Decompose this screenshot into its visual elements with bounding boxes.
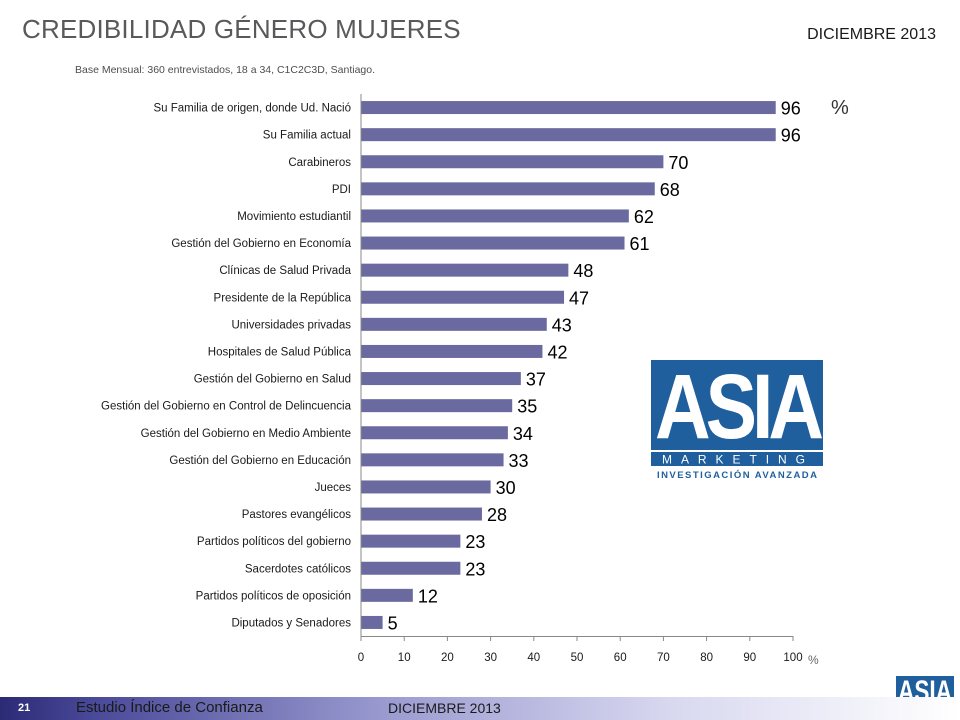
x-tick-label: 50 [571,652,584,664]
data-label: 42 [547,342,567,362]
bar [361,344,543,358]
report-date: DICIEMBRE 2013 [807,26,936,43]
bar [361,209,629,223]
data-label: 96 [781,126,801,146]
data-label: 34 [513,424,533,444]
bar [361,182,655,196]
data-label: 70 [668,153,688,173]
x-tick-label: 20 [441,652,454,664]
logo-main-text: ASIA [655,360,823,458]
category-label: Pastores evangélicos [242,509,352,521]
logo-tagline: INVESTIGACIÓN AVANZADA [657,469,817,481]
category-label: PDI [332,184,351,196]
data-label: 62 [634,207,654,227]
bar [361,507,482,521]
data-label: 5 [388,613,398,633]
asia-marketing-logo: ASIA MARKETING INVESTIGACIÓN AVANZADA [651,360,823,481]
bar [361,480,491,494]
x-tick-label: 100 [783,652,802,664]
footer-bar: 21 Estudio Índice de Confianza DICIEMBRE… [0,697,960,720]
data-label: 28 [487,505,507,525]
data-label: 37 [526,370,546,390]
x-tick-label: 10 [398,652,411,664]
data-label: 43 [552,315,572,335]
bar [361,399,513,413]
credibility-bar-chart: Su Familia de origen, donde Ud. Nació 96 S… [101,94,819,667]
category-label: Gestión del Gobierno en Economía [171,238,351,250]
category-label: Su Familia actual [263,130,351,142]
x-tick-label: 40 [527,652,540,664]
x-tick-label: 70 [657,652,670,664]
data-label: 30 [496,478,516,498]
category-label: Partidos políticos de oposición [196,590,351,602]
bar [361,128,776,142]
category-label: Hospitales de Salud Pública [208,346,352,358]
page-number: 21 [18,702,31,714]
category-label: Partidos políticos del gobierno [197,536,351,548]
category-label: Clínicas de Salud Privada [219,265,351,277]
category-label: Gestión del Gobierno en Control de Delin… [101,401,352,413]
category-label: Gestión del Gobierno en Salud [194,374,351,386]
bar [361,317,547,331]
bar [361,453,504,467]
category-label: Carabineros [288,157,351,169]
data-label: 61 [630,234,650,254]
category-label: Gestión del Gobierno en Educación [169,455,351,467]
data-label: 23 [465,532,485,552]
bar [361,101,776,115]
category-label: Diputados y Senadores [231,617,351,629]
chart-subtitle: Base Mensual: 360 entrevistados, 18 a 34… [75,64,376,76]
category-label: Sacerdotes católicos [245,563,351,575]
percent-unit-label: % [831,97,849,119]
category-label: Movimiento estudiantil [237,211,351,223]
bar [361,615,383,629]
page-title: CREDIBILIDAD GÉNERO MUJERES [22,14,461,44]
x-tick-label: 80 [700,652,713,664]
data-label: 23 [465,559,485,579]
bar [361,155,664,169]
data-label: 96 [781,99,801,119]
bar [361,236,625,250]
data-label: 47 [569,288,589,308]
bar [361,561,461,575]
x-tick-label: 60 [614,652,627,664]
bar [361,263,569,277]
study-name: Estudio Índice de Confianza [76,699,263,716]
category-label: Presidente de la República [214,292,352,304]
logo-band-text: MARKETING [662,453,812,467]
bar [361,426,508,440]
x-axis-unit: % [808,653,819,667]
category-label: Gestión del Gobierno en Medio Ambiente [141,428,351,440]
bar [361,372,521,386]
data-label: 48 [573,261,593,281]
footer-date: DICIEMBRE 2013 [388,700,501,716]
bar [361,588,413,602]
x-tick-label: 0 [358,652,364,664]
data-label: 33 [509,451,529,471]
data-label: 12 [418,586,438,606]
data-label: 68 [660,180,680,200]
x-tick-label: 30 [484,652,497,664]
data-label: 35 [517,397,537,417]
category-label: Su Familia de origen, donde Ud. Nació [153,103,351,115]
bar [361,534,461,548]
bar [361,290,565,304]
category-label: Jueces [315,482,352,494]
x-tick-label: 90 [743,652,756,664]
category-label: Universidades privadas [231,319,351,331]
